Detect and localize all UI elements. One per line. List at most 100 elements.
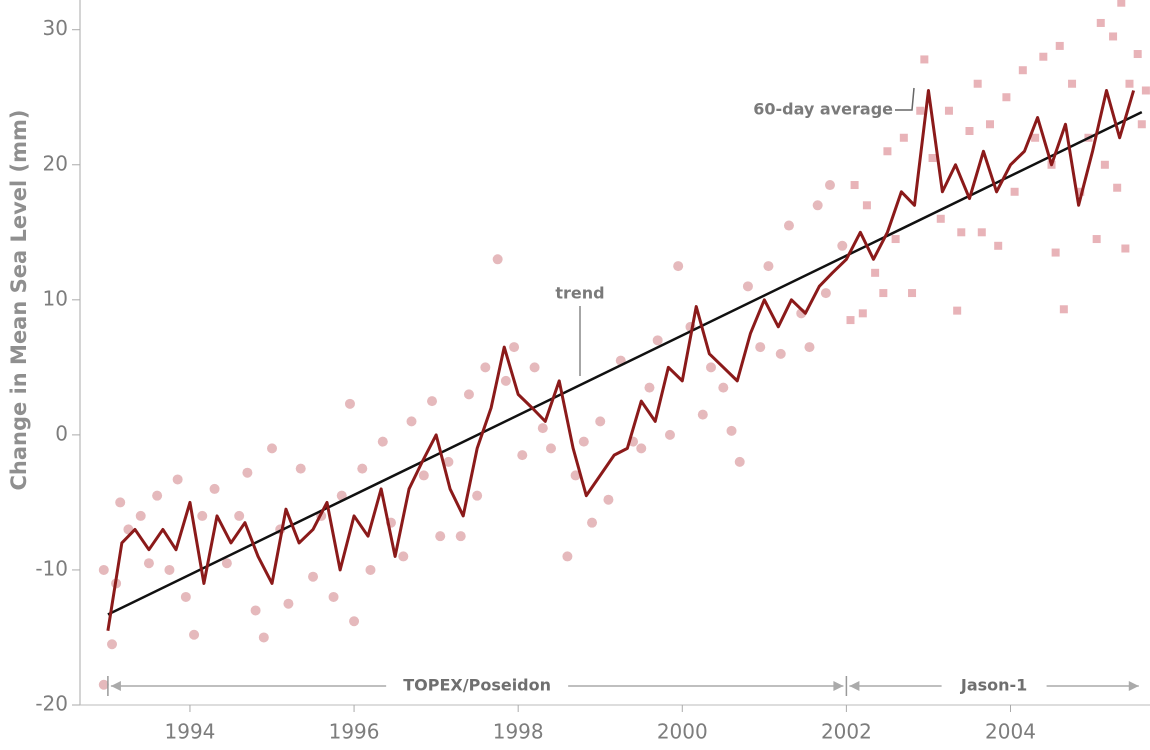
data-point — [578, 436, 589, 447]
data-point — [664, 429, 675, 440]
data-point — [879, 289, 888, 298]
data-point — [164, 564, 175, 575]
data-point — [871, 268, 880, 277]
data-point — [1141, 86, 1150, 95]
data-point — [726, 425, 737, 436]
data-point — [734, 456, 745, 467]
data-point — [994, 241, 1003, 250]
data-point — [908, 289, 917, 298]
data-point — [377, 436, 388, 447]
label-bg — [386, 675, 569, 697]
leader-line — [895, 87, 915, 111]
data-point — [480, 362, 491, 373]
x-tick-label: 2004 — [985, 720, 1036, 744]
data-point — [143, 558, 154, 569]
data-point — [742, 281, 753, 292]
y-tick-label: -10 — [35, 556, 68, 580]
data-point — [1100, 160, 1109, 169]
data-point — [824, 180, 835, 191]
data-point — [891, 235, 900, 244]
data-point — [1133, 50, 1142, 59]
data-point — [1018, 66, 1027, 75]
data-point — [1096, 18, 1105, 27]
data-point — [920, 55, 929, 64]
data-point — [899, 133, 908, 142]
mission-label: TOPEX/Poseidon — [403, 676, 551, 695]
data-point — [135, 510, 146, 521]
data-point — [1113, 183, 1122, 192]
data-point — [965, 127, 974, 136]
data-point — [115, 497, 126, 508]
data-point — [636, 443, 647, 454]
arrow-head — [1128, 681, 1139, 691]
data-point — [706, 362, 717, 373]
x-tick-label: 2000 — [657, 720, 708, 744]
label-bg — [941, 675, 1047, 697]
data-point — [570, 470, 581, 481]
data-point — [673, 261, 684, 272]
data-point — [804, 342, 815, 353]
data-point — [418, 470, 429, 481]
data-point — [916, 106, 925, 115]
data-point — [492, 254, 503, 265]
x-tick-label: 1998 — [493, 720, 544, 744]
data-point — [152, 490, 163, 501]
data-point — [936, 214, 945, 223]
data-point — [427, 396, 438, 407]
data-point — [763, 261, 774, 272]
arrow-head — [110, 681, 121, 691]
annotation: 60-day average — [753, 100, 893, 119]
data-point — [883, 147, 892, 156]
y-axis-label: Change in Mean Sea Level (mm) — [7, 110, 31, 491]
data-point — [783, 220, 794, 231]
data-point — [812, 200, 823, 211]
data-point — [820, 288, 831, 299]
y-tick-label: 30 — [43, 16, 68, 40]
data-point — [455, 531, 466, 542]
x-tick-label: 1996 — [329, 720, 380, 744]
arrow-head — [833, 681, 844, 691]
data-line — [107, 110, 1143, 616]
data-point — [435, 531, 446, 542]
data-point — [357, 463, 368, 474]
data-point — [537, 423, 548, 434]
data-point — [463, 389, 474, 400]
mission-label: Jason-1 — [960, 676, 1027, 695]
arrow-head — [849, 681, 860, 691]
data-point — [107, 639, 118, 650]
data-point — [846, 316, 855, 325]
data-point — [652, 335, 663, 346]
data-point — [718, 382, 729, 393]
data-point — [944, 106, 953, 115]
data-point — [775, 348, 786, 359]
data-point — [858, 309, 867, 318]
data-point — [697, 409, 708, 420]
data-point — [472, 490, 483, 501]
data-point — [562, 551, 573, 562]
data-point — [500, 375, 511, 386]
data-point — [509, 342, 520, 353]
data-point — [344, 398, 355, 409]
data-point — [957, 228, 966, 237]
data-point — [603, 494, 614, 505]
data-point — [98, 564, 109, 575]
data-point — [295, 463, 306, 474]
data-point — [197, 510, 208, 521]
data-point — [862, 201, 871, 210]
data-point — [644, 382, 655, 393]
data-point — [221, 558, 232, 569]
data-point — [1137, 120, 1146, 129]
data-point — [837, 240, 848, 251]
data-point — [308, 571, 319, 582]
data-point — [283, 598, 294, 609]
data-point — [755, 342, 766, 353]
y-tick-label: 20 — [43, 151, 68, 175]
data-point — [1109, 32, 1118, 41]
data-point — [1125, 79, 1134, 88]
data-point — [406, 416, 417, 427]
data-point — [242, 467, 253, 478]
data-point — [1051, 248, 1060, 257]
data-point — [973, 79, 982, 88]
data-point — [1031, 133, 1040, 142]
data-point — [234, 510, 245, 521]
